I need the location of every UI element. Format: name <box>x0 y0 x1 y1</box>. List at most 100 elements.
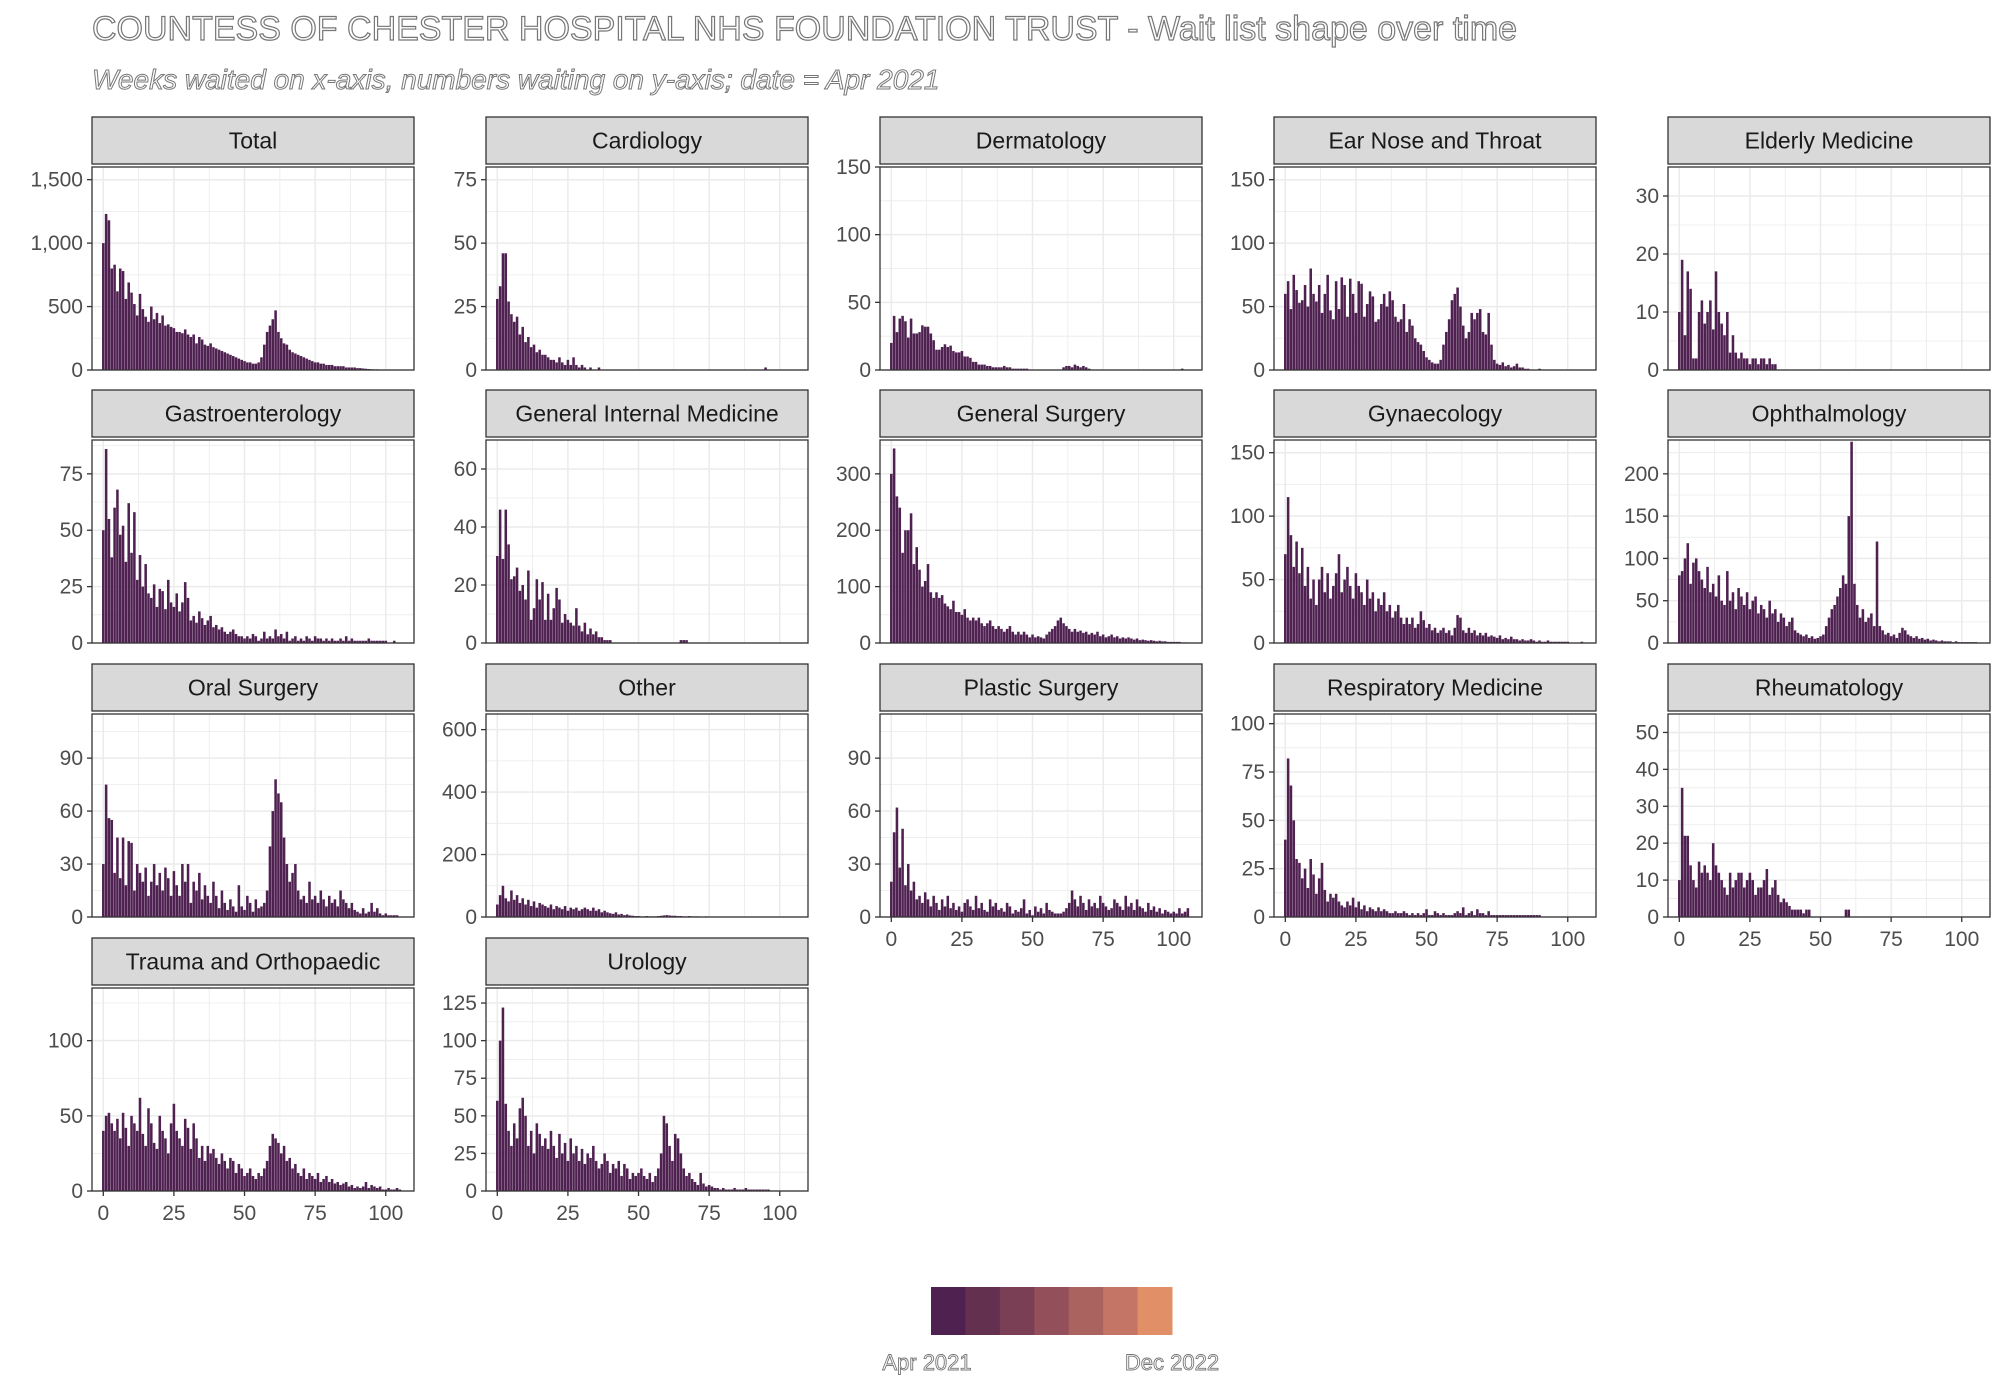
bar-urology <box>577 1160 581 1191</box>
bar-plastic-surgery <box>952 902 955 917</box>
bar-trauma-and-orthopaedic <box>195 1138 198 1191</box>
bar-gynaecology <box>1430 630 1434 643</box>
bar-general-internal-medicine <box>512 576 516 643</box>
bar-plastic-surgery <box>1076 906 1079 917</box>
bar-respiratory-medicine <box>1428 915 1431 917</box>
bar-ophthalmology <box>1839 588 1842 643</box>
bar-respiratory-medicine <box>1298 862 1301 917</box>
y-tick-label: 75 <box>60 463 83 486</box>
bar-ear-nose-and-throat <box>1394 316 1397 370</box>
bar-urology <box>755 1189 759 1191</box>
bar-gynaecology <box>1436 632 1440 643</box>
bar-urology <box>623 1163 626 1191</box>
bar-general-internal-medicine <box>558 599 561 643</box>
bar-urology <box>688 1172 691 1191</box>
bar-trauma-and-orthopaedic <box>353 1187 356 1191</box>
panel-border-total <box>91 166 415 371</box>
y-tick-label: 0 <box>859 359 871 382</box>
bar-cardiology <box>535 352 539 370</box>
bar-gynaecology <box>1470 632 1473 643</box>
bar-gastroenterology <box>209 615 212 643</box>
bar-ear-nose-and-throat <box>1365 304 1369 370</box>
bar-total <box>203 344 207 370</box>
bar-urology <box>535 1123 539 1191</box>
bar-gastroenterology <box>150 597 153 643</box>
bar-general-internal-medicine <box>544 619 547 643</box>
bar-trauma-and-orthopaedic <box>116 1118 119 1191</box>
bar-total <box>198 337 201 370</box>
bar-dermatology <box>963 356 967 370</box>
bar-ophthalmology <box>1799 634 1803 643</box>
bar-total <box>152 319 156 370</box>
bar-general-surgery <box>915 547 918 643</box>
y-tick-label: 30 <box>60 853 83 876</box>
bar-gastroenterology <box>231 629 235 643</box>
bar-respiratory-medicine <box>1484 915 1488 917</box>
bar-plastic-surgery <box>895 807 899 917</box>
bar-gastroenterology <box>330 638 334 643</box>
bar-ear-nose-and-throat <box>1447 319 1451 370</box>
bar-plastic-surgery <box>1067 902 1071 917</box>
bar-ophthalmology <box>1878 626 1882 643</box>
bar-plastic-surgery <box>1048 909 1051 917</box>
y-tick-label: 0 <box>71 906 83 929</box>
y-tick-label: 50 <box>60 1105 83 1128</box>
bar-urology <box>524 1115 527 1191</box>
bar-ophthalmology <box>1680 571 1684 643</box>
bar-ear-nose-and-throat <box>1391 300 1394 370</box>
bar-general-internal-medicine <box>532 608 536 643</box>
bar-respiratory-medicine <box>1436 913 1440 917</box>
bar-cardiology <box>529 347 533 370</box>
bar-total <box>181 333 184 370</box>
bar-respiratory-medicine <box>1538 915 1541 917</box>
bar-total <box>104 213 108 370</box>
bar-other <box>594 910 598 917</box>
bar-total <box>246 362 249 370</box>
bar-oral-surgery <box>189 902 193 917</box>
bar-other <box>569 907 573 917</box>
bar-plastic-surgery <box>1019 908 1023 917</box>
bar-oral-surgery <box>150 881 153 917</box>
bar-gastroenterology <box>212 627 215 643</box>
bar-dermatology <box>991 367 995 370</box>
bar-trauma-and-orthopaedic <box>102 1130 105 1191</box>
x-tick-label: 75 <box>1879 928 1902 951</box>
bar-elderly-medicine <box>1686 271 1690 370</box>
panel-border-ophthalmology <box>1667 439 1991 644</box>
bar-other <box>662 915 666 917</box>
bar-general-surgery <box>1115 636 1119 643</box>
bar-dermatology <box>966 356 969 370</box>
bar-urology <box>750 1189 753 1191</box>
bar-total <box>263 344 266 370</box>
bar-plastic-surgery <box>1155 911 1159 917</box>
bar-other <box>665 915 669 917</box>
bar-gynaecology <box>1416 623 1420 643</box>
bar-elderly-medicine <box>1742 358 1746 370</box>
bar-urology <box>594 1160 598 1191</box>
bar-total <box>302 357 306 370</box>
bar-rheumatology <box>1751 880 1755 917</box>
bar-gastroenterology <box>370 640 373 643</box>
bar-respiratory-medicine <box>1509 915 1513 917</box>
bar-oral-surgery <box>192 881 195 917</box>
bar-urology <box>744 1187 748 1191</box>
bar-ear-nose-and-throat <box>1286 281 1290 370</box>
bar-respiratory-medicine <box>1315 893 1318 917</box>
bar-gastroenterology <box>144 564 147 643</box>
bar-plastic-surgery <box>1132 909 1136 917</box>
legend-color-step <box>1034 1287 1070 1335</box>
bar-gynaecology <box>1459 617 1462 643</box>
bar-trauma-and-orthopaedic <box>243 1175 246 1191</box>
bar-plastic-surgery <box>1096 908 1099 917</box>
bar-general-surgery <box>1000 628 1003 643</box>
bar-plastic-surgery <box>918 895 921 917</box>
bar-gynaecology <box>1524 640 1527 643</box>
bar-other <box>496 904 499 917</box>
y-tick-label: 75 <box>1242 761 1265 784</box>
bar-general-internal-medicine <box>546 593 550 643</box>
bar-gynaecology <box>1422 620 1425 643</box>
bar-respiratory-medicine <box>1405 913 1409 917</box>
bar-gastroenterology <box>378 640 382 643</box>
bar-general-surgery <box>892 448 896 643</box>
